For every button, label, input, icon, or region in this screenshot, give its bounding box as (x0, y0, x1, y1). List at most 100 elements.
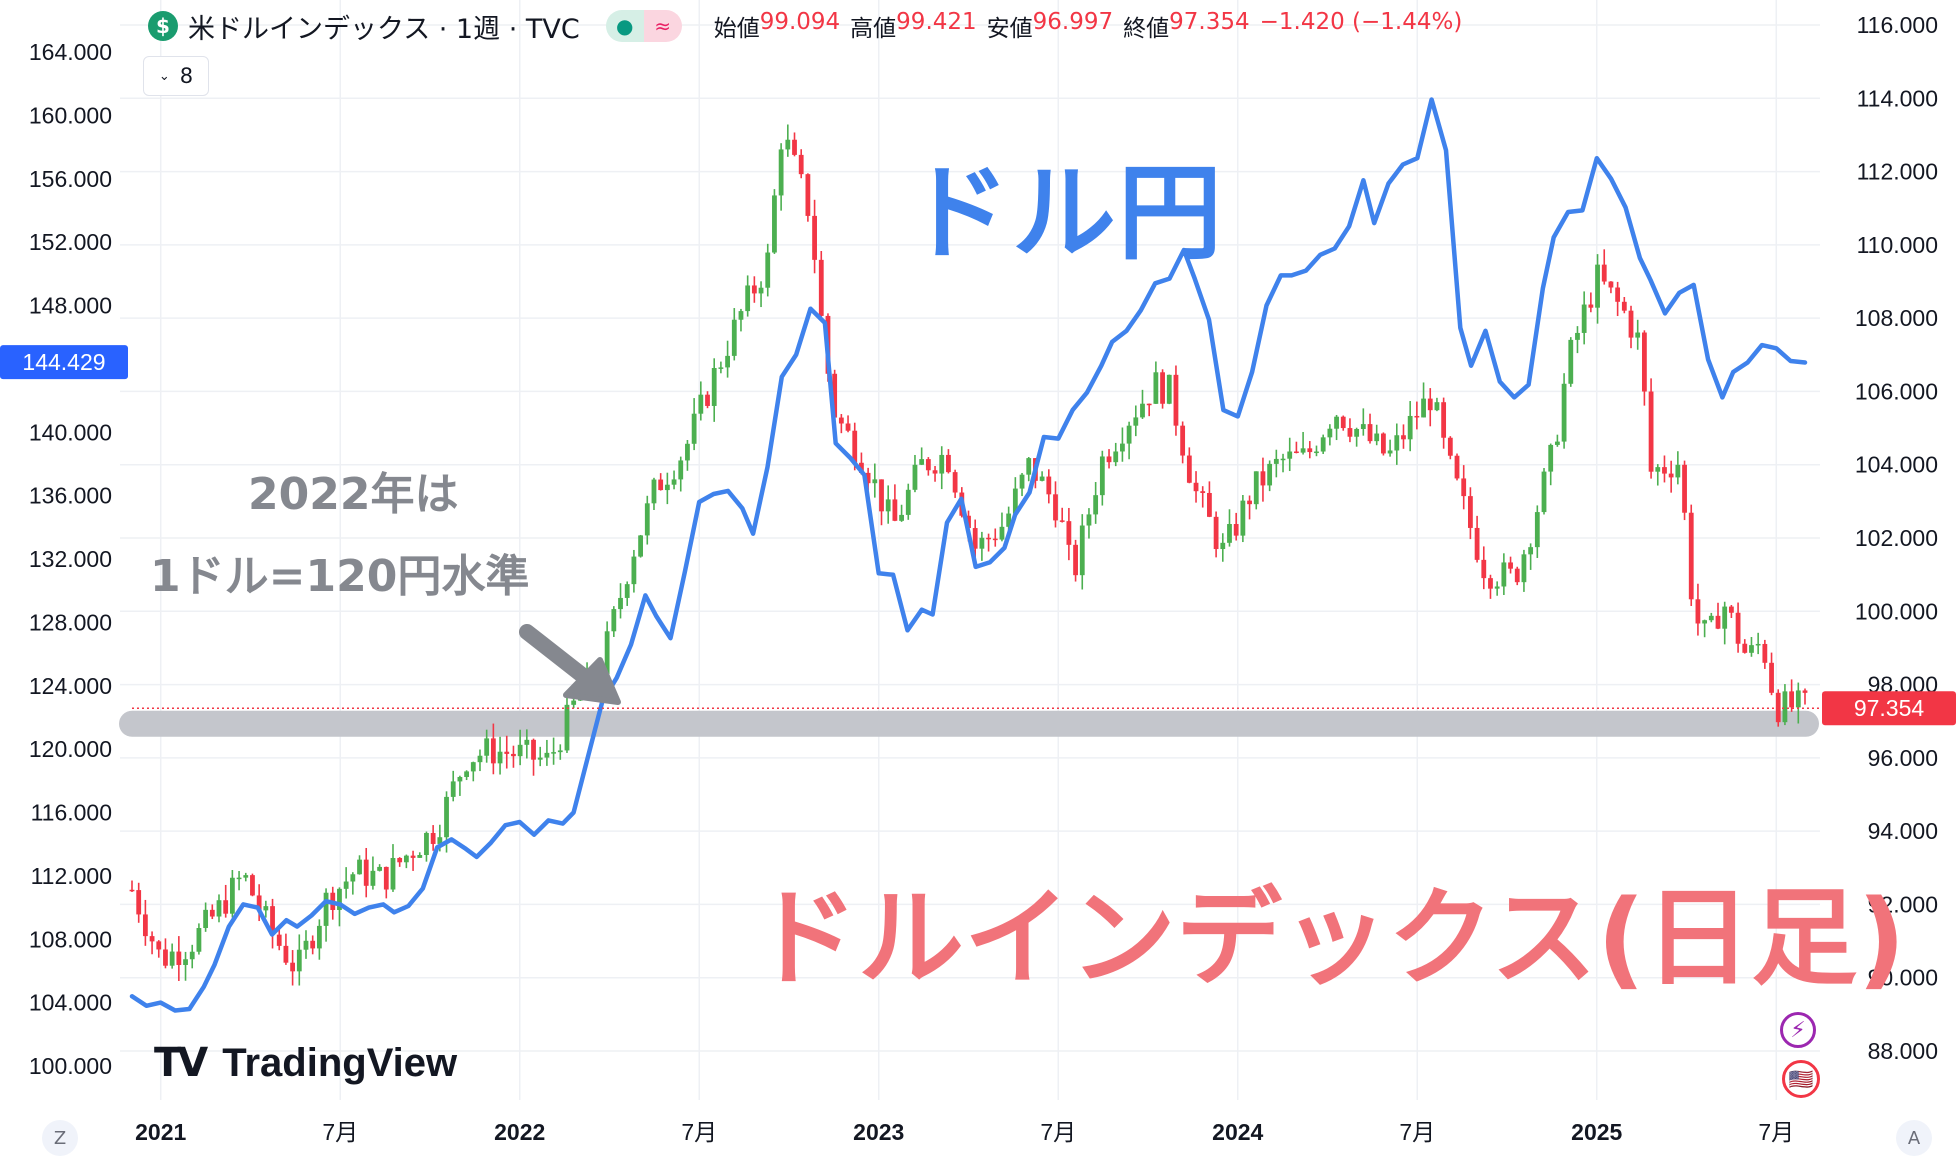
candle-body (1468, 496, 1473, 528)
us-flag-icon[interactable]: 🇺🇸 (1782, 1060, 1820, 1098)
data-delay-icon[interactable]: ≈ (643, 10, 682, 42)
status-pill[interactable]: ● ≈ (605, 10, 682, 42)
candle-body (1575, 332, 1580, 340)
tradingview-mark-icon: TV (154, 1040, 208, 1086)
candle-body (430, 832, 436, 844)
candle-body (490, 738, 496, 764)
candle-body (1668, 473, 1674, 478)
candle-body (1354, 429, 1360, 437)
candle-body (370, 870, 376, 886)
candle-body (256, 895, 262, 911)
candle-body (1106, 456, 1112, 463)
candle-body (1186, 455, 1192, 483)
candle-body (531, 739, 536, 760)
candle-body (745, 285, 751, 312)
candle-body (551, 752, 556, 754)
right-axis-tick: 112.000 (1857, 159, 1938, 185)
candle-body (751, 285, 757, 294)
candle-body (1742, 643, 1748, 653)
candle-body (1568, 339, 1574, 384)
time-zone-button[interactable]: Z (42, 1120, 78, 1156)
left-price-axis: 164.000 160.000 156.000 152.000 148.000 140.0… (29, 39, 112, 1079)
candle-body (263, 906, 269, 911)
candle-body (383, 866, 389, 890)
note-line-1: 2022年は (248, 469, 459, 520)
tradingview-wordmark: TradingView (222, 1040, 458, 1085)
candle-body (792, 139, 797, 155)
candle-body (1501, 562, 1507, 587)
candle-body (444, 796, 449, 838)
candle-body (557, 750, 563, 753)
candle-body (711, 368, 717, 406)
candle-body (872, 479, 878, 484)
candle-body (1227, 524, 1232, 543)
candle-body (992, 538, 998, 541)
candle-body (1581, 304, 1587, 333)
candle-body (1427, 398, 1433, 411)
candle-body (1387, 450, 1393, 454)
tradingview-logo[interactable]: TV TradingView (154, 1040, 457, 1086)
candle-body (1093, 495, 1099, 515)
time-axis-label: 7月 (1399, 1119, 1435, 1145)
candle-body (129, 889, 135, 892)
candle-body (778, 149, 784, 196)
candle-body (952, 472, 958, 493)
candle-body (1749, 645, 1754, 653)
candle-body (859, 462, 864, 473)
candle-body (323, 892, 329, 926)
candle-body (658, 479, 664, 491)
candle-body (1514, 568, 1520, 583)
candle-body (1320, 437, 1326, 452)
candle-body (772, 195, 777, 253)
right-axis-tick: 114.000 (1857, 85, 1938, 111)
candle-body (397, 857, 403, 863)
candle-body (564, 704, 570, 751)
candle-body (477, 755, 483, 763)
candle-body (919, 459, 925, 465)
price-tags: 97.354 144.429 (0, 345, 1956, 726)
candle-body (1782, 691, 1788, 723)
symbol-title[interactable]: 米ドルインデックス · 1週 · TVC (188, 13, 580, 45)
candle-body (1166, 374, 1172, 404)
bolt-icon[interactable]: ⚡ (1780, 1012, 1816, 1048)
candle-body (925, 459, 931, 471)
candle-body (664, 484, 670, 491)
candle-body (176, 951, 182, 965)
candle-body (1113, 451, 1119, 463)
note-line-2: 1ドル=120円水準 (150, 551, 530, 602)
candle-body (1795, 690, 1801, 708)
candle-body (1434, 402, 1440, 411)
candle-body (1213, 516, 1219, 550)
auto-scale-button[interactable]: A (1896, 1120, 1932, 1156)
candle-body (1374, 433, 1380, 442)
candle-body (852, 430, 858, 463)
candle-body (464, 771, 469, 777)
candle-body (1548, 444, 1554, 472)
candle-body (644, 503, 650, 536)
time-axis-label: 2025 (1571, 1119, 1622, 1145)
candle-body (1662, 467, 1667, 474)
candle-body (671, 479, 677, 485)
candle-body (1441, 402, 1447, 438)
candle-body (1461, 478, 1467, 497)
candle-body (1474, 527, 1480, 560)
time-axis-label: 2024 (1212, 1119, 1263, 1145)
candle-body (1099, 456, 1105, 496)
candle-body (223, 900, 229, 914)
right-axis-tick: 116.000 (1857, 12, 1938, 38)
candle-body (1294, 451, 1299, 454)
candle-body (149, 936, 155, 942)
candle-body (1735, 612, 1741, 644)
candle-body (758, 287, 764, 294)
series-count: 8 (179, 64, 194, 88)
market-status-icon[interactable]: ● (605, 10, 644, 42)
candle-body (142, 914, 148, 937)
candle-body (236, 877, 242, 880)
candle-body (1340, 416, 1346, 429)
right-axis-tick: 106.000 (1855, 378, 1938, 404)
candle-body (403, 855, 409, 863)
candle-body (517, 744, 523, 757)
series-toggle-button[interactable]: ⌄ 8 (143, 56, 209, 96)
candle-body (209, 909, 215, 917)
